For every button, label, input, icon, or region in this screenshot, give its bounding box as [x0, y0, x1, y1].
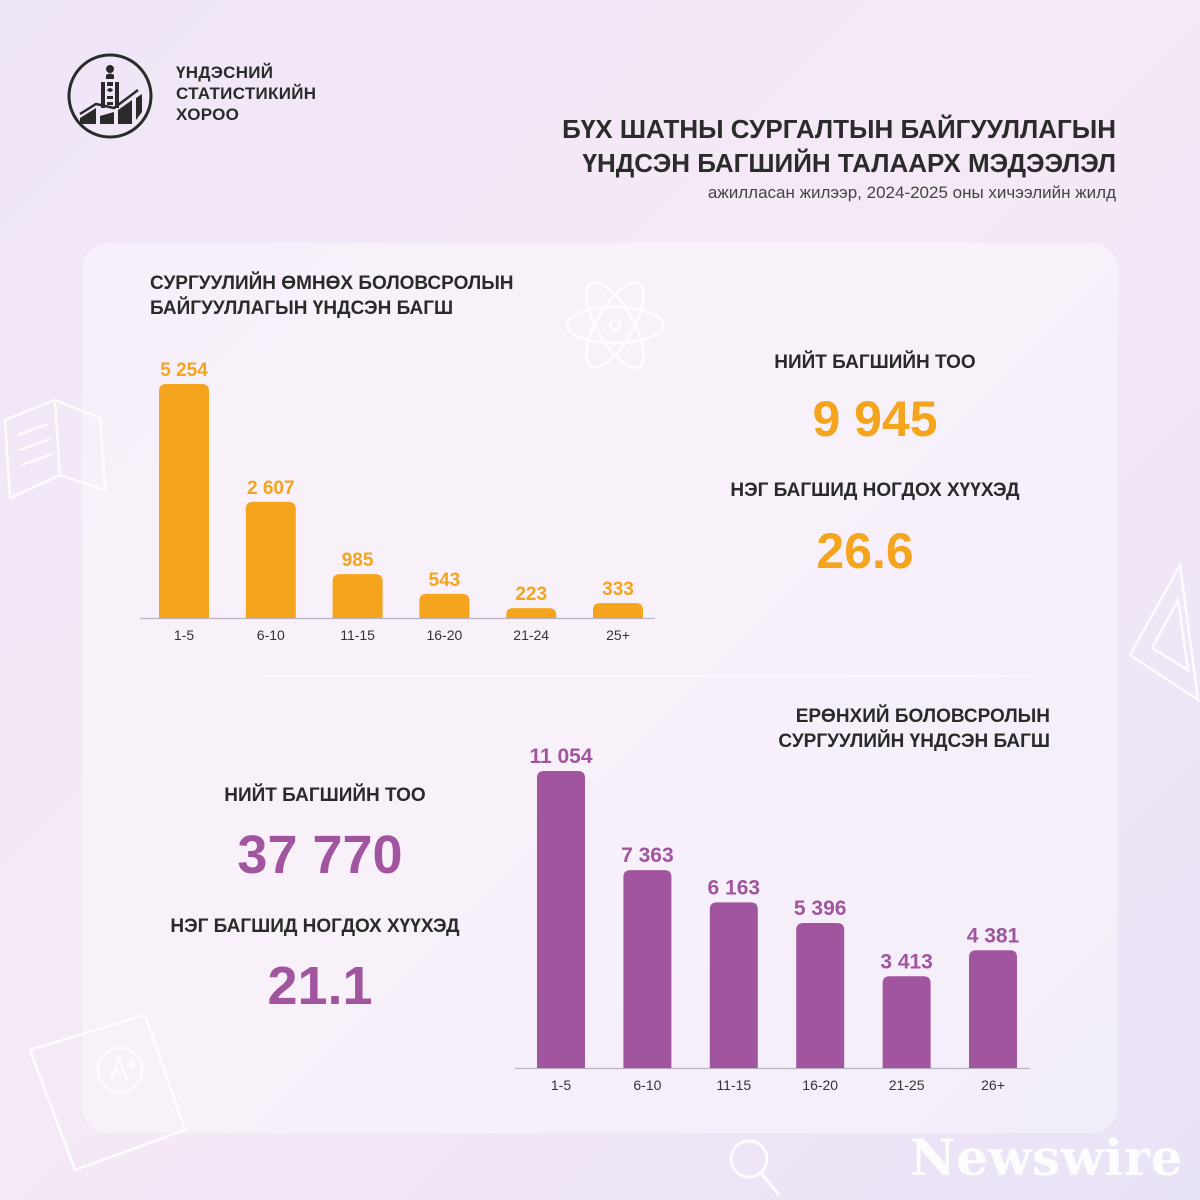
- preschool-category-label-2: 11-15: [340, 627, 375, 643]
- general-bar-2: [709, 902, 758, 1068]
- preschool-value-label-2: 985: [342, 550, 374, 571]
- general-category-label-2: 11-15: [716, 1077, 751, 1093]
- page-title: БҮХ ШАТНЫ СУРГАЛТЫН БАЙГУУЛЛАГЫН ҮНДСЭН …: [562, 112, 1116, 180]
- org-name-line-2: СТАТИСТИКИЙН: [176, 84, 317, 103]
- book-doodle-icon: [3, 398, 107, 500]
- preschool-ratio-value: 26.6: [816, 523, 914, 579]
- a-plus-paper-doodle-icon: [28, 1013, 187, 1172]
- general-bar-1: [623, 870, 672, 1068]
- preschool-value-label-4: 223: [515, 584, 547, 605]
- general-value-label-1: 7 363: [621, 844, 674, 867]
- general-value-label-0: 11 054: [529, 745, 592, 768]
- general-category-label-0: 1-5: [551, 1077, 571, 1093]
- nso-logo-icon: [67, 53, 153, 139]
- general-section-title: ЕРӨНХИЙ БОЛОВСРОЛЫН СУРГУУЛИЙН ҮНДСЭН БА…: [778, 704, 1050, 754]
- general-bar-3: [796, 923, 845, 1068]
- general-bar-5: [969, 950, 1017, 1068]
- preschool-bar-4: [506, 608, 557, 618]
- page-title-line-1: БҮХ ШАТНЫ СУРГАЛТЫН БАЙГУУЛЛАГЫН: [562, 114, 1116, 144]
- preschool-ratio-label: НЭГ БАГШИД НОГДОХ ХҮҮХЭД: [730, 480, 1020, 501]
- general-ratio-label: НЭГ БАГШИД НОГДОХ ХҮҮХЭД: [170, 916, 460, 937]
- preschool-value-label-0: 5 254: [160, 360, 208, 381]
- page-title-line-2: ҮНДСЭН БАГШИЙН ТАЛААРХ МЭДЭЭЛЭЛ: [582, 148, 1116, 178]
- org-name-line-1: ҮНДЭСНИЙ: [176, 63, 274, 82]
- preschool-category-label-5: 25+: [606, 627, 630, 643]
- preschool-title-line-1: СУРГУУЛИЙН ӨМНӨХ БОЛОВСРОЛЫН: [150, 273, 514, 294]
- general-total-value: 37 770: [237, 825, 403, 885]
- preschool-category-label-4: 21-24: [513, 627, 549, 643]
- preschool-category-label-0: 1-5: [174, 627, 194, 643]
- general-bar-4: [882, 976, 931, 1068]
- preschool-category-label-1: 6-10: [257, 627, 285, 643]
- general-value-label-3: 5 396: [794, 897, 847, 920]
- general-total-label: НИЙТ БАГШИЙН ТОО: [224, 785, 426, 806]
- preschool-bar-2: [332, 574, 383, 618]
- general-category-label-3: 16-20: [802, 1077, 838, 1093]
- org-name-line-3: ХОРОО: [176, 105, 240, 124]
- preschool-section-title: СУРГУУЛИЙН ӨМНӨХ БОЛОВСРОЛЫН БАЙГУУЛЛАГЫ…: [150, 271, 514, 321]
- general-value-label-4: 3 413: [880, 950, 933, 973]
- preschool-value-label-1: 2 607: [247, 478, 295, 499]
- preschool-category-label-3: 16-20: [426, 627, 462, 643]
- preschool-bar-5: [593, 603, 643, 618]
- triangle-ruler-doodle-icon: [1128, 561, 1200, 703]
- page-subtitle: ажилласан жилээр, 2024-2025 оны хичээлий…: [707, 183, 1116, 202]
- general-value-label-5: 4 381: [967, 924, 1020, 947]
- section-divider: [262, 676, 1032, 677]
- preschool-total-label: НИЙТ БАГШИЙН ТОО: [774, 352, 976, 373]
- general-value-label-2: 6 163: [708, 876, 761, 899]
- preschool-total-value: 9 945: [812, 391, 938, 447]
- preschool-bar-0: [159, 384, 209, 618]
- general-ratio-value: 21.1: [267, 956, 373, 1016]
- preschool-value-label-5: 333: [602, 579, 634, 600]
- newswire-watermark: Newswire: [910, 1128, 1183, 1187]
- magnifier-doodle-icon: [729, 1139, 781, 1196]
- general-bar-0: [537, 771, 585, 1068]
- atom-doodle-icon: [565, 281, 665, 369]
- general-category-label-4: 21-25: [889, 1077, 925, 1093]
- preschool-bar-1: [245, 501, 296, 618]
- content-card: [82, 243, 1118, 1133]
- preschool-value-label-3: 543: [429, 570, 461, 591]
- general-category-label-5: 26+: [981, 1077, 1005, 1093]
- general-title-line-1: ЕРӨНХИЙ БОЛОВСРОЛЫН: [795, 706, 1050, 727]
- preschool-title-line-2: БАЙГУУЛЛАГЫН ҮНДСЭН БАГШ: [150, 298, 454, 319]
- general-title-line-2: СУРГУУЛИЙН ҮНДСЭН БАГШ: [778, 731, 1050, 752]
- org-name: ҮНДЭСНИЙ СТАТИСТИКИЙН ХОРОО: [176, 62, 316, 125]
- general-category-label-1: 6-10: [633, 1077, 661, 1093]
- preschool-bar-3: [419, 593, 470, 618]
